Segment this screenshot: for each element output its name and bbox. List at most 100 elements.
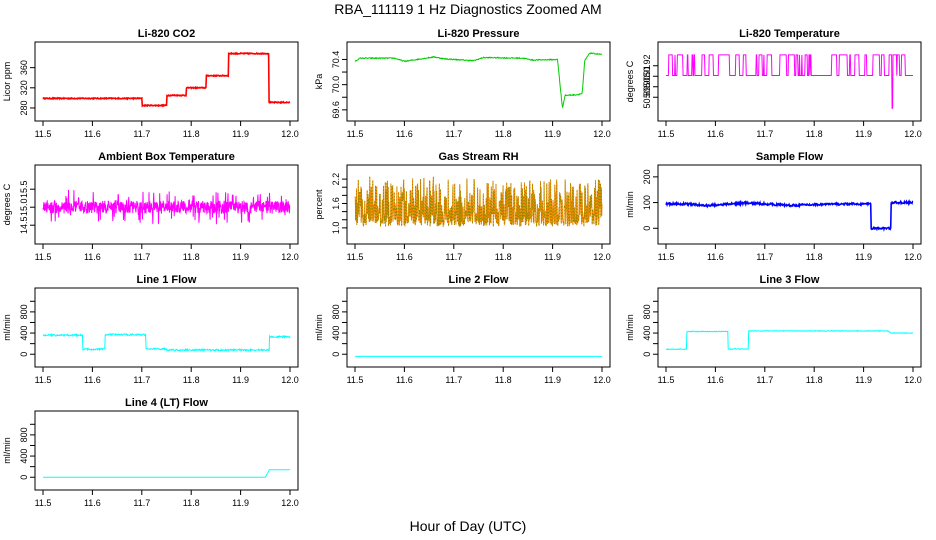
x-tick-label: 12.0 [281, 252, 299, 262]
panel-line2: Line 2 Flow ml/min 11.5 11.6 11.7 11.8 11.9 12.… [314, 274, 611, 385]
y-tick-label: 15.5 [19, 180, 29, 198]
y-axis-label: kPa [314, 74, 324, 90]
x-tick-label: 11.8 [183, 498, 200, 508]
y-axis-label: ml/min [2, 437, 12, 464]
x-tick-label: 11.9 [544, 129, 561, 139]
panel-co2: Li-820 CO2 Licor ppm 11.5 11.6 11.7 11.8 11.9 1… [2, 28, 299, 139]
x-tick-label: 12.0 [904, 129, 922, 139]
x-tick-label: 12.0 [593, 375, 611, 385]
x-tick-label: 11.8 [806, 375, 823, 385]
y-tick-label: 2.2 [331, 173, 341, 186]
plot-frame [346, 41, 611, 122]
x-tick-label: 11.7 [756, 375, 773, 385]
panel-title: Gas Stream RH [438, 151, 518, 163]
x-tick-label: 11.6 [84, 498, 101, 508]
x-tick-label: 11.8 [495, 252, 512, 262]
panel-line3: Line 3 Flow ml/min 11.5 11.6 11.7 11.8 11.9 12.… [625, 274, 922, 385]
x-tick-label: 12.0 [904, 252, 922, 262]
series-line-line3 [665, 329, 914, 351]
panel-line1: Line 1 Flow ml/min 11.5 11.6 11.7 11.8 11.9 12.… [2, 274, 299, 385]
x-tick-label: 11.6 [84, 129, 101, 139]
x-tick-label: 11.8 [495, 129, 512, 139]
x-tick-label: 11.5 [658, 129, 675, 139]
y-tick-label: 1.6 [331, 197, 341, 210]
plot-frame [34, 164, 299, 245]
panel-title: Li-820 Pressure [438, 28, 520, 40]
y-tick-label: 400 [19, 449, 29, 464]
plot-frame [34, 287, 299, 368]
series-line-pressure [354, 51, 603, 108]
x-tick-label: 11.9 [544, 375, 561, 385]
x-tick-label: 11.5 [347, 252, 364, 262]
y-axis-label: ml/min [2, 314, 12, 341]
panel-line4: Line 4 (LT) Flow ml/min 11.5 11.6 11.7 11.8 11… [2, 397, 299, 508]
y-tick-label: 69.6 [331, 101, 341, 119]
y-tick-label: 800 [642, 304, 652, 319]
y-axis-label: Licor ppm [2, 62, 12, 102]
series-line-licor-temp [666, 54, 913, 109]
x-tick-label: 11.7 [133, 129, 150, 139]
x-tick-label: 11.6 [707, 375, 724, 385]
x-tick-label: 11.5 [347, 375, 364, 385]
series-line-box-temp [42, 189, 291, 225]
series-line-line1 [42, 332, 291, 353]
panel-title: Li-820 Temperature [739, 28, 840, 40]
x-tick-label: 11.8 [183, 129, 200, 139]
y-tick-label: 0 [642, 226, 652, 231]
x-tick-label: 11.6 [396, 129, 413, 139]
x-tick-label: 12.0 [281, 375, 299, 385]
y-tick-label: 0 [19, 352, 29, 357]
y-tick-label: 50.89 [642, 86, 652, 109]
y-tick-label: 14.5 [19, 216, 29, 234]
x-tick-label: 12.0 [904, 375, 922, 385]
panel-box-temp: Ambient Box Temperature degrees C 11.5 11.6… [2, 151, 299, 262]
x-tick-label: 11.8 [183, 252, 200, 262]
x-tick-label: 11.7 [133, 375, 150, 385]
y-tick-label: 800 [19, 427, 29, 442]
y-tick-label: 0 [642, 352, 652, 357]
x-tick-label: 11.5 [658, 375, 675, 385]
x-tick-label: 11.9 [232, 252, 249, 262]
y-tick-label: 100 [642, 195, 652, 210]
plot-frame [34, 41, 299, 122]
y-tick-label: 50.91 [642, 65, 652, 88]
y-tick-label: 280 [19, 100, 29, 115]
series-line-co2 [42, 51, 291, 108]
x-tick-label: 12.0 [593, 252, 611, 262]
plot-frame [346, 164, 611, 245]
panel-pressure: Li-820 Pressure kPa 11.5 11.6 11.7 11.8 11.9 12… [314, 28, 611, 139]
x-tick-label: 11.9 [544, 252, 561, 262]
x-tick-label: 11.7 [133, 498, 150, 508]
x-tick-label: 11.6 [707, 252, 724, 262]
panel-title: Line 3 Flow [760, 274, 820, 286]
x-tick-label: 11.8 [806, 129, 823, 139]
x-tick-label: 11.9 [232, 375, 249, 385]
plot-frame [657, 41, 922, 122]
y-tick-label: 15.0 [19, 198, 29, 216]
x-tick-label: 11.6 [396, 252, 413, 262]
x-tick-label: 11.7 [133, 252, 150, 262]
panel-title: Sample Flow [756, 151, 824, 163]
panel-title: Ambient Box Temperature [98, 151, 235, 163]
y-tick-label: 200 [642, 169, 652, 184]
y-tick-label: 400 [331, 326, 341, 341]
y-axis-label: degrees C [2, 183, 12, 225]
panel-title: Li-820 CO2 [138, 28, 195, 40]
y-tick-label: 70.0 [331, 76, 341, 94]
x-tick-label: 11.5 [35, 375, 52, 385]
x-tick-label: 11.6 [707, 129, 724, 139]
panel-rh: Gas Stream RH percent 11.5 11.6 11.7 11.8 11.9… [314, 151, 611, 262]
y-tick-label: 800 [19, 304, 29, 319]
x-tick-label: 11.5 [35, 252, 52, 262]
panel-licor-temp: Li-820 Temperature degrees C 11.5 11.6 11.7 1… [625, 28, 922, 139]
x-tick-label: 11.7 [756, 129, 773, 139]
panel-title: Line 4 (LT) Flow [125, 397, 208, 409]
panel-title: Line 2 Flow [449, 274, 509, 286]
y-tick-label: 70.4 [331, 51, 341, 69]
plot-frame [657, 287, 922, 368]
y-tick-label: 400 [642, 326, 652, 341]
plot-frame [346, 287, 611, 368]
y-axis-label: degrees C [625, 60, 635, 102]
x-tick-label: 11.9 [855, 129, 872, 139]
x-tick-label: 12.0 [281, 129, 299, 139]
